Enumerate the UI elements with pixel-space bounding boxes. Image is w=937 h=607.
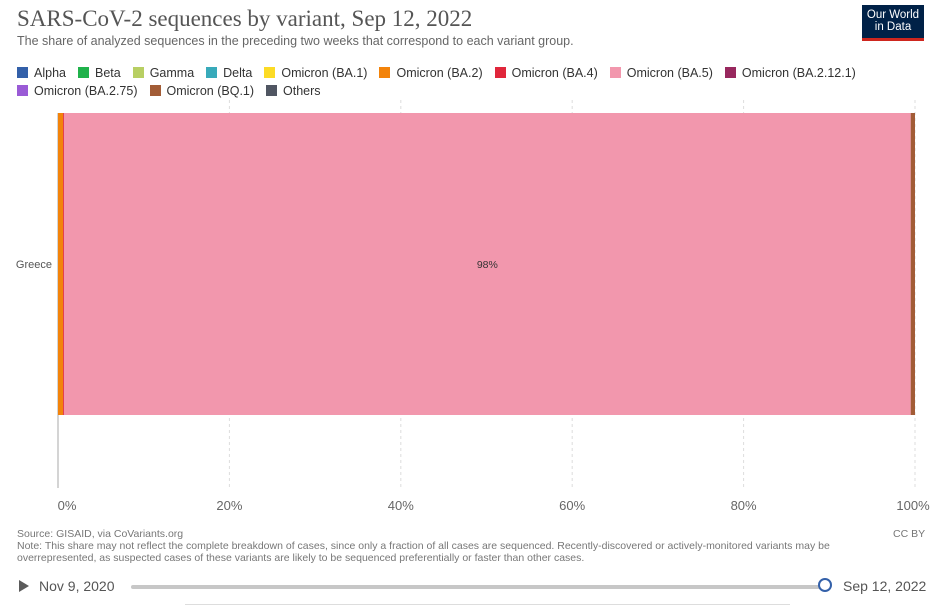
legend-swatch	[379, 67, 391, 78]
legend-label: Omicron (BA.4)	[511, 65, 598, 80]
legend-swatch	[724, 67, 736, 78]
legend-label: Others	[283, 83, 321, 98]
chart-area: 0% 20% 40% 60% 80% 100% Greece 98%	[16, 100, 930, 513]
legend-label: Omicron (BA.1)	[281, 65, 368, 80]
methodology-note: Note: This share may not reflect the com…	[17, 540, 830, 564]
data-label: 98%	[477, 259, 498, 271]
license-link[interactable]: CC BY	[893, 528, 926, 540]
logo-line-1: Our World	[866, 9, 920, 21]
legend-item[interactable]: Delta	[206, 65, 253, 80]
legend-label: Omicron (BQ.1)	[166, 83, 255, 98]
entity-label: Greece	[16, 259, 52, 271]
legend-label: Omicron (BA.2)	[396, 65, 483, 80]
x-tick-label: 40%	[388, 498, 414, 513]
legend-swatch	[266, 85, 278, 96]
legend-label: Omicron (BA.5)	[626, 65, 713, 80]
legend-item[interactable]: Beta	[77, 65, 121, 80]
legend-item[interactable]: Omicron (BA.2)	[379, 65, 483, 80]
bar-segment[interactable]	[63, 113, 64, 415]
play-icon[interactable]	[19, 580, 29, 592]
logo-line-2: in Data	[874, 21, 912, 33]
tab-bar-edge	[185, 604, 790, 607]
legend-item[interactable]: Omicron (BA.5)	[609, 65, 713, 80]
bar-segment[interactable]	[58, 113, 64, 415]
legend-label: Delta	[223, 65, 253, 80]
owid-logo[interactable]: Our World in Data	[862, 5, 924, 41]
legend-swatch	[17, 85, 28, 96]
legend-label: Gamma	[149, 65, 195, 80]
footer-notes: Source: GISAID, via CoVariants.org Note:…	[17, 528, 847, 564]
legend-item[interactable]: Omicron (BQ.1)	[149, 83, 255, 98]
chart-title: SARS-CoV-2 sequences by variant, Sep 12,…	[17, 6, 473, 31]
legend-label: Alpha	[34, 65, 66, 80]
x-tick-label: 60%	[559, 498, 585, 513]
legend-item[interactable]: Omicron (BA.1)	[264, 65, 368, 80]
legend-item[interactable]: Omicron (BA.2.12.1)	[724, 65, 856, 80]
timeline-handle[interactable]	[818, 578, 832, 592]
timeline: Nov 9, 2020 Sep 12, 2022	[0, 574, 937, 606]
legend-swatch	[609, 67, 621, 78]
timeline-track[interactable]	[131, 585, 827, 589]
timeline-start-date[interactable]: Nov 9, 2020	[39, 578, 115, 594]
legend-swatch	[494, 67, 506, 78]
legend-swatch	[132, 67, 144, 78]
source-note: Source: GISAID, via CoVariants.org	[17, 528, 184, 540]
x-tick-label: 0%	[58, 498, 77, 513]
legend-item[interactable]: Gamma	[132, 65, 195, 80]
legend-label: Omicron (BA.2.75)	[34, 83, 138, 98]
legend-swatch	[264, 67, 276, 78]
bar-segment[interactable]	[63, 113, 911, 415]
x-tick-label: 20%	[216, 498, 242, 513]
x-tick-label: 80%	[731, 498, 757, 513]
chart-subtitle: The share of analyzed sequences in the p…	[17, 34, 574, 48]
legend-item[interactable]: Omicron (BA.4)	[494, 65, 598, 80]
legend-swatch	[206, 67, 218, 78]
legend-label: Beta	[94, 65, 121, 80]
legend: Alpha Beta Gamma Delta Omicron (BA.1) Omicron…	[17, 65, 917, 98]
legend-label: Omicron (BA.2.12.1)	[741, 65, 856, 80]
legend-item[interactable]: Alpha	[17, 65, 66, 80]
legend-item[interactable]: Others	[266, 83, 321, 98]
timeline-end-date[interactable]: Sep 12, 2022	[843, 578, 927, 594]
legend-item[interactable]: Omicron (BA.2.75)	[17, 83, 138, 98]
legend-swatch	[17, 67, 28, 78]
legend-swatch	[77, 67, 89, 78]
bar-segment[interactable]	[910, 113, 915, 415]
x-tick-label: 100%	[896, 498, 930, 513]
legend-swatch	[149, 85, 161, 96]
